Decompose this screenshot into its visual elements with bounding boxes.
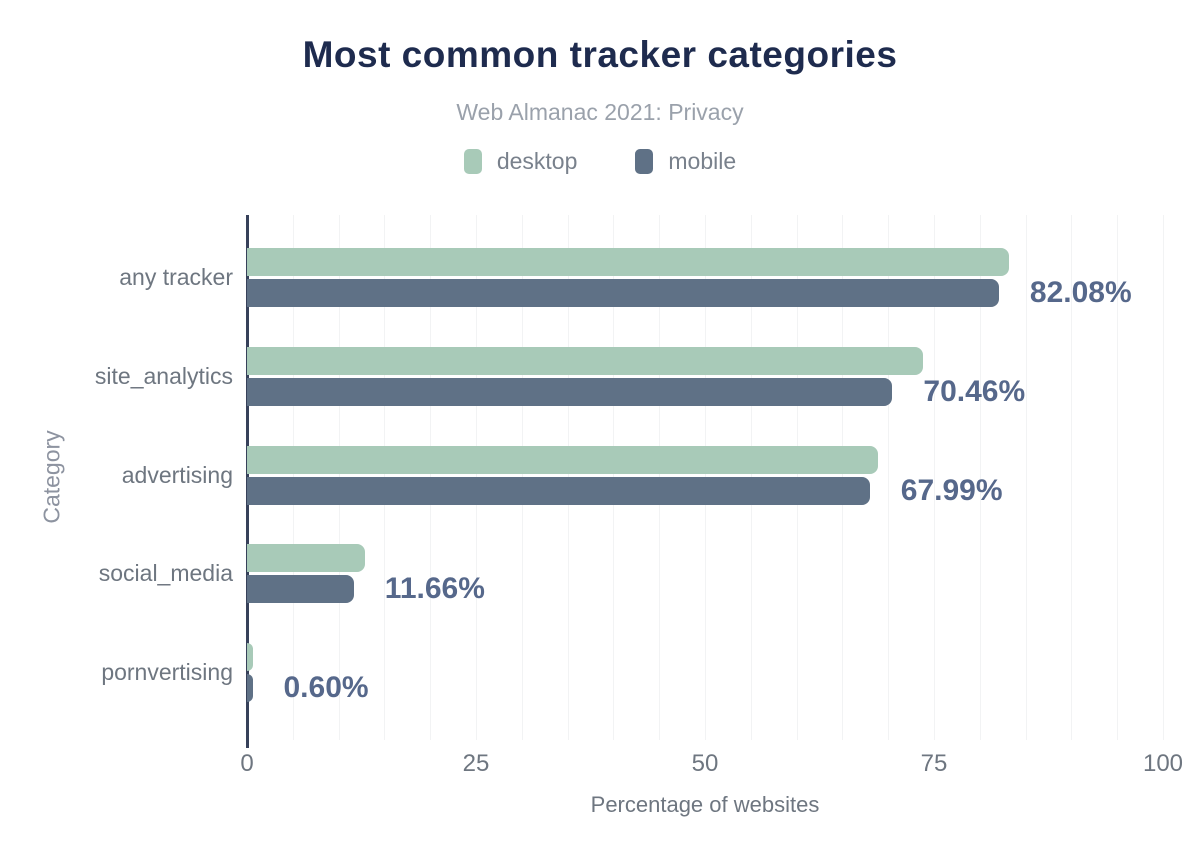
legend-item-desktop: desktop xyxy=(463,148,578,175)
chart-title: Most common tracker categories xyxy=(302,34,898,75)
x-tick-label: 0 xyxy=(240,750,254,777)
bar-desktop xyxy=(247,248,1010,276)
gridline xyxy=(1025,215,1027,740)
gridline xyxy=(1163,215,1164,740)
bar-mobile xyxy=(247,476,870,505)
category-label: any tracker xyxy=(119,264,233,290)
bar-desktop xyxy=(247,445,879,474)
bar-group: site_analytics 70.46% xyxy=(95,346,1163,408)
x-axis-title: Percentage of websites xyxy=(590,792,820,817)
value-label: 70.46% xyxy=(923,374,1026,408)
x-tick-label: 75 xyxy=(920,750,948,777)
gridline xyxy=(934,215,935,740)
value-label: 82.08% xyxy=(1029,276,1132,309)
bar-desktop xyxy=(247,643,254,671)
value-label: 0.60% xyxy=(283,671,369,704)
bar-group: social_media 11.66% xyxy=(99,544,1163,606)
value-label: 67.99% xyxy=(900,473,1003,507)
bar-group: advertising 67.99% xyxy=(122,445,1163,507)
bar-mobile xyxy=(247,575,354,604)
plot-area: any tracker 82.08% site_analytics 70.46% adv… xyxy=(95,215,1164,748)
category-label: pornvertising xyxy=(101,659,233,685)
legend-label-mobile: mobile xyxy=(668,148,737,174)
category-label: advertising xyxy=(121,461,233,488)
value-label: 11.66% xyxy=(384,572,485,606)
y-axis-title: Category xyxy=(38,430,65,524)
gridline xyxy=(1117,215,1119,740)
x-axis-ticks: 0 25 50 75 100 xyxy=(240,750,1183,780)
chart-subtitle: Web Almanac 2021: Privacy xyxy=(456,99,744,125)
category-label: social_media xyxy=(98,560,233,587)
bar-mobile xyxy=(247,279,999,307)
legend-item-mobile: mobile xyxy=(635,148,736,175)
bar-desktop xyxy=(247,544,366,573)
bar-mobile xyxy=(247,674,253,702)
category-label: site_analytics xyxy=(94,362,233,389)
bar-mobile xyxy=(247,377,893,406)
bar-group: pornvertising 0.60% xyxy=(101,643,1163,704)
x-tick-label: 50 xyxy=(691,750,719,777)
bar-group: any tracker 82.08% xyxy=(119,248,1163,309)
gridline xyxy=(888,215,890,740)
x-tick-label: 100 xyxy=(1142,750,1184,777)
bar-desktop xyxy=(247,346,923,375)
x-tick-label: 25 xyxy=(462,750,490,777)
gridline xyxy=(1071,215,1073,740)
legend-label-desktop: desktop xyxy=(496,148,578,174)
gridline xyxy=(979,215,981,740)
legend-swatch-mobile xyxy=(635,149,654,174)
legend: desktop mobile xyxy=(0,148,1200,175)
legend-swatch-desktop xyxy=(463,149,482,174)
